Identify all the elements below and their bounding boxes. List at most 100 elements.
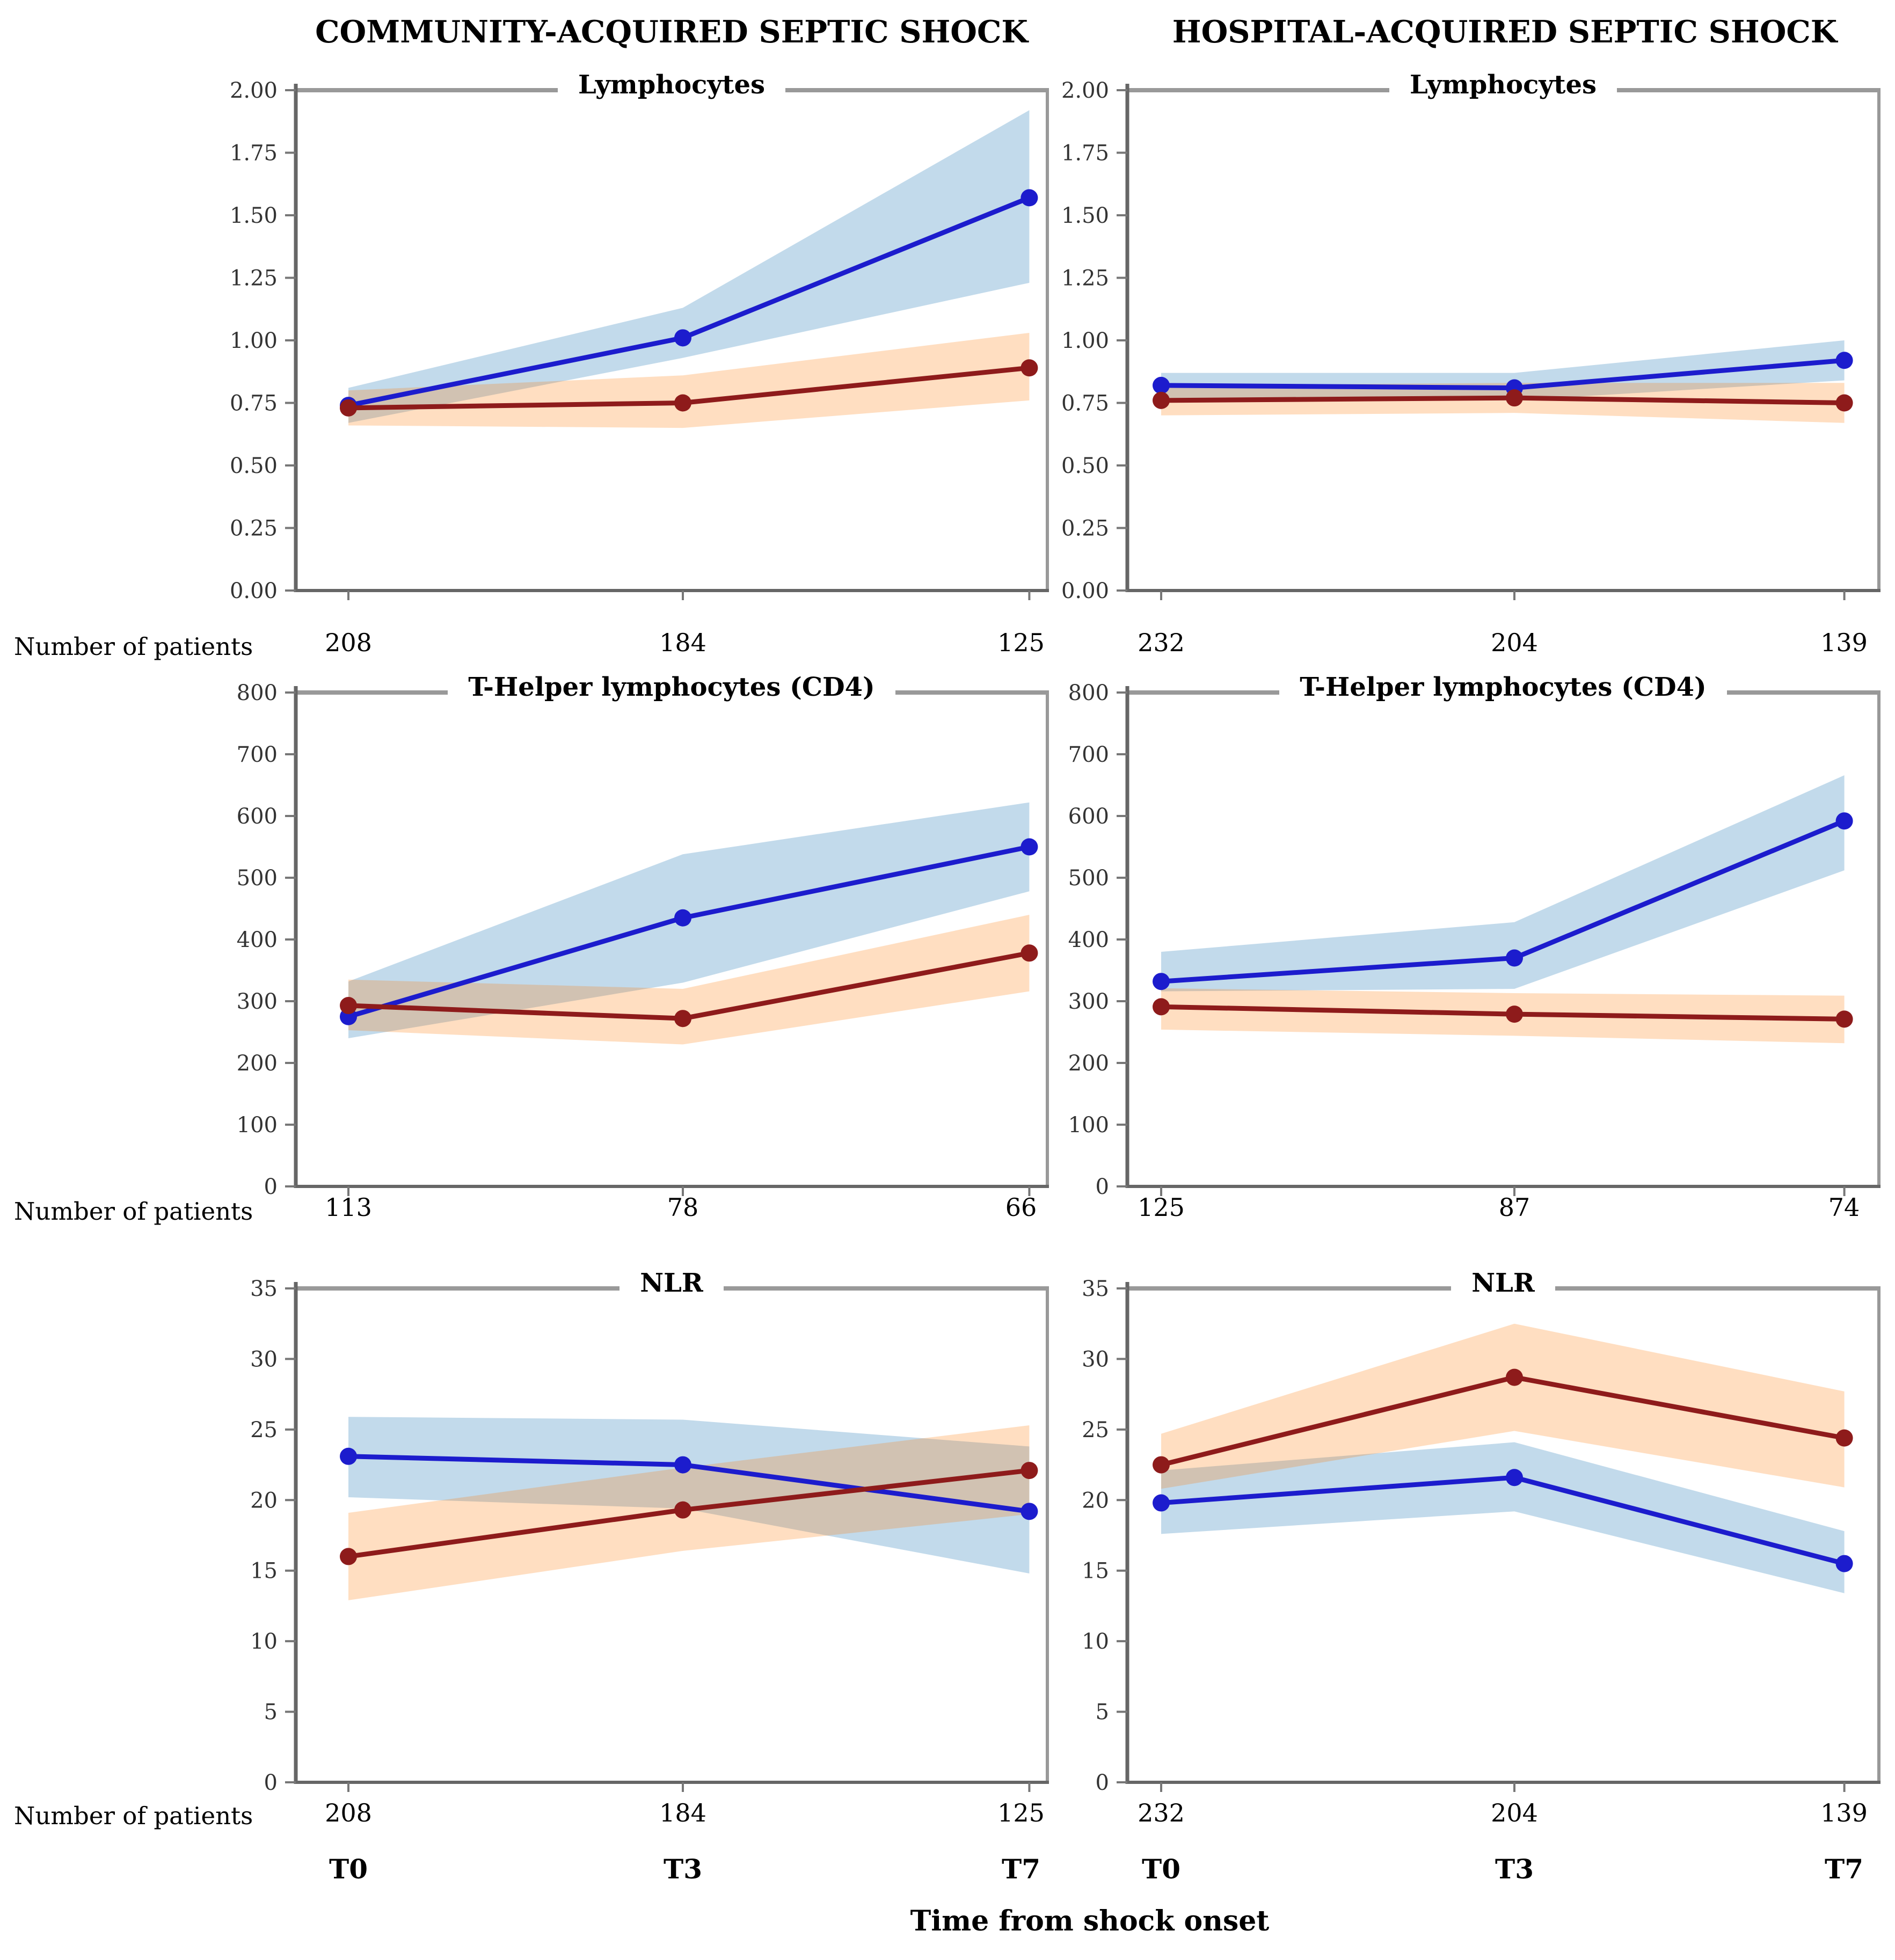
time-label-t0: T0: [329, 1853, 368, 1885]
svg-text:800: 800: [237, 681, 278, 705]
svg-text:5: 5: [264, 1700, 278, 1725]
patient-count: 78: [667, 1193, 699, 1222]
svg-text:0.50: 0.50: [1061, 454, 1109, 478]
time-label-t3: T3: [1495, 1853, 1534, 1885]
subplot-title: T-Helper lymphocytes (CD4): [296, 671, 1047, 703]
patient-count: 184: [659, 1798, 706, 1827]
svg-text:600: 600: [1068, 804, 1109, 829]
svg-text:20: 20: [250, 1488, 278, 1513]
svg-text:1.25: 1.25: [230, 266, 278, 291]
patient-count: 208: [325, 1798, 372, 1827]
patient-count: 204: [1491, 628, 1538, 657]
time-label-t3: T3: [664, 1853, 702, 1885]
subplot-title: T-Helper lymphocytes (CD4): [1127, 671, 1879, 703]
svg-text:0.25: 0.25: [230, 516, 278, 541]
svg-text:0.50: 0.50: [230, 454, 278, 478]
svg-text:1.50: 1.50: [230, 203, 278, 228]
svg-text:10: 10: [1082, 1629, 1109, 1654]
svg-text:15: 15: [250, 1559, 278, 1584]
patient-count: 125: [1138, 1193, 1185, 1222]
subplot-title: NLR: [296, 1267, 1047, 1299]
subplot-title-text: T-Helper lymphocytes (CD4): [448, 672, 895, 702]
svg-text:600: 600: [237, 804, 278, 829]
patients-row-label: Number of patients: [14, 1802, 253, 1830]
svg-text:0.75: 0.75: [230, 391, 278, 416]
svg-text:35: 35: [250, 1277, 278, 1301]
patient-count: 66: [1005, 1193, 1037, 1222]
svg-text:30: 30: [250, 1347, 278, 1372]
svg-text:0.00: 0.00: [230, 579, 278, 603]
svg-text:25: 25: [250, 1418, 278, 1442]
svg-text:700: 700: [1068, 742, 1109, 767]
svg-text:100: 100: [1068, 1113, 1109, 1138]
svg-text:0: 0: [1096, 1175, 1109, 1199]
time-label-t0: T0: [1142, 1853, 1180, 1885]
patient-count: 184: [659, 628, 706, 657]
chart-nlr-hospital: 0 5 10 15 20 25 30 35: [1082, 1277, 1881, 1795]
chart-nlr-community: 0 5 10 15 20 25 30 35: [250, 1277, 1049, 1795]
svg-text:1.75: 1.75: [230, 141, 278, 166]
patient-count: 204: [1491, 1798, 1538, 1827]
svg-text:400: 400: [237, 928, 278, 952]
svg-text:700: 700: [237, 742, 278, 767]
patient-count: 232: [1138, 1798, 1185, 1827]
svg-text:0.75: 0.75: [1061, 391, 1109, 416]
svg-text:200: 200: [1068, 1051, 1109, 1076]
svg-text:25: 25: [1082, 1418, 1109, 1442]
svg-text:1.25: 1.25: [1061, 266, 1109, 291]
subplot-title-text: T-Helper lymphocytes (CD4): [1279, 672, 1727, 702]
patient-count: 208: [325, 628, 372, 657]
x-axis-title: Time from shock onset: [910, 1905, 1270, 1937]
svg-text:2.00: 2.00: [1061, 78, 1109, 103]
svg-text:30: 30: [1082, 1347, 1109, 1372]
svg-text:0.25: 0.25: [1061, 516, 1109, 541]
column-header-community: COMMUNITY-ACQUIRED SEPTIC SHOCK: [315, 14, 1028, 50]
svg-text:100: 100: [237, 1113, 278, 1138]
svg-text:0: 0: [264, 1770, 278, 1795]
subplot-title-text: NLR: [1451, 1268, 1555, 1298]
svg-text:5: 5: [1096, 1700, 1109, 1725]
svg-text:0: 0: [1096, 1770, 1109, 1795]
patient-count: 125: [997, 1798, 1045, 1827]
svg-text:800: 800: [1068, 681, 1109, 705]
subplot-title-text: Lymphocytes: [557, 70, 786, 100]
chart-cd4-community: 0 100 200 300 400 500 600 700 800: [237, 681, 1049, 1199]
svg-text:1.75: 1.75: [1061, 141, 1109, 166]
svg-text:300: 300: [237, 989, 278, 1014]
patient-count: 139: [1820, 1798, 1868, 1827]
patient-count: 139: [1820, 628, 1868, 657]
svg-text:35: 35: [1082, 1277, 1109, 1301]
patients-row-label: Number of patients: [14, 632, 253, 661]
patient-count: 87: [1498, 1193, 1530, 1222]
subplot-title-text: Lymphocytes: [1389, 70, 1617, 100]
column-header-hospital: HOSPITAL-ACQUIRED SEPTIC SHOCK: [1172, 14, 1838, 50]
time-label-t7: T7: [1825, 1853, 1863, 1885]
svg-text:2.00: 2.00: [230, 78, 278, 103]
subplot-title: NLR: [1127, 1267, 1879, 1299]
svg-text:1.00: 1.00: [230, 329, 278, 353]
time-label-t7: T7: [1002, 1853, 1040, 1885]
subplot-title: Lymphocytes: [296, 69, 1047, 101]
patients-row-label: Number of patients: [14, 1197, 253, 1226]
patient-count: 113: [325, 1193, 372, 1222]
svg-text:15: 15: [1082, 1559, 1109, 1584]
svg-text:0.00: 0.00: [1061, 579, 1109, 603]
svg-text:500: 500: [1068, 866, 1109, 891]
svg-text:200: 200: [237, 1051, 278, 1076]
patient-count: 74: [1828, 1193, 1860, 1222]
patient-count: 232: [1138, 628, 1185, 657]
subplot-title: Lymphocytes: [1127, 69, 1879, 101]
subplot-title-text: NLR: [619, 1268, 724, 1298]
svg-text:500: 500: [237, 866, 278, 891]
chart-cd4-hospital: 0 100 200 300 400 500 600 700 800: [1068, 681, 1881, 1199]
svg-text:1.50: 1.50: [1061, 203, 1109, 228]
chart-lymphocytes-hospital: 0.00 0.25 0.50 0.75 1.00 1.25 1.50 1.75 2.00: [1061, 78, 1881, 603]
chart-lymphocytes-community: 0.00 0.25 0.50 0.75 1.00 1.25 1.50 1.75 2.00: [230, 78, 1049, 603]
svg-text:300: 300: [1068, 989, 1109, 1014]
svg-text:20: 20: [1082, 1488, 1109, 1513]
svg-text:10: 10: [250, 1629, 278, 1654]
svg-text:1.00: 1.00: [1061, 329, 1109, 353]
svg-text:0: 0: [264, 1175, 278, 1199]
patient-count: 125: [997, 628, 1045, 657]
